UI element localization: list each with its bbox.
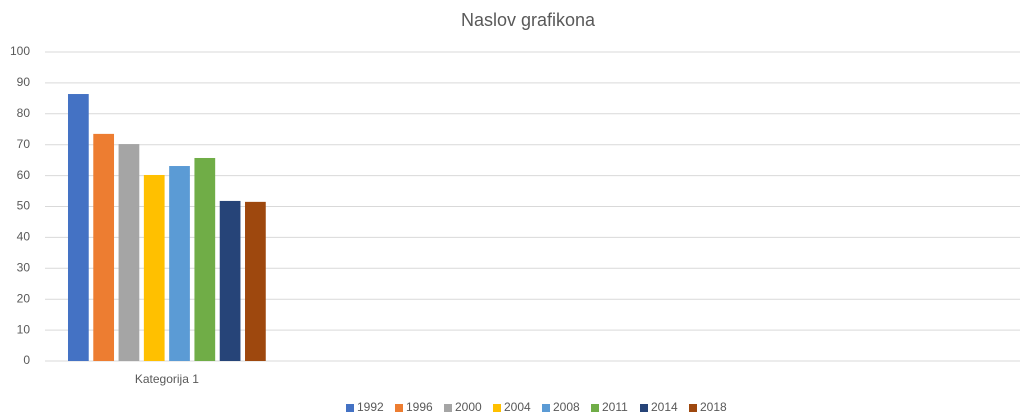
y-tick-label: 20 [17, 291, 31, 305]
y-tick-label: 60 [17, 168, 31, 182]
legend-label: 1992 [357, 400, 384, 414]
legend-label: 2008 [553, 400, 580, 414]
y-tick-label: 50 [17, 199, 31, 213]
y-tick-label: 80 [17, 106, 31, 120]
y-tick-label: 70 [17, 137, 31, 151]
bar [169, 166, 190, 361]
bar [67, 94, 89, 362]
legend-label: 2018 [700, 400, 727, 414]
legend-swatch [444, 404, 452, 412]
bar [93, 133, 115, 361]
legend-swatch [689, 404, 697, 412]
y-tick-label: 40 [17, 230, 31, 244]
bar [219, 200, 241, 361]
legend-swatch [542, 404, 550, 412]
y-tick-label: 100 [10, 44, 30, 58]
legend-swatch [493, 404, 501, 412]
legend-swatch [395, 404, 403, 412]
legend-label: 2011 [602, 400, 628, 414]
legend-label: 1996 [406, 400, 433, 414]
legend-swatch [640, 404, 648, 412]
y-tick-label: 90 [17, 75, 31, 89]
bar [194, 157, 216, 361]
legend-label: 2000 [455, 400, 482, 414]
bar [245, 201, 266, 361]
legend-swatch [346, 404, 354, 412]
y-tick-label: 30 [17, 260, 31, 274]
chart-title: Naslov grafikona [461, 10, 596, 30]
legend-swatch [591, 404, 599, 412]
bar [143, 174, 165, 361]
legend-label: 2004 [504, 400, 531, 414]
x-tick-label: Kategorija 1 [135, 372, 199, 386]
legend-label: 2014 [651, 400, 678, 414]
y-tick-label: 10 [17, 322, 31, 336]
bar [118, 144, 140, 361]
y-tick-label: 0 [23, 353, 30, 367]
